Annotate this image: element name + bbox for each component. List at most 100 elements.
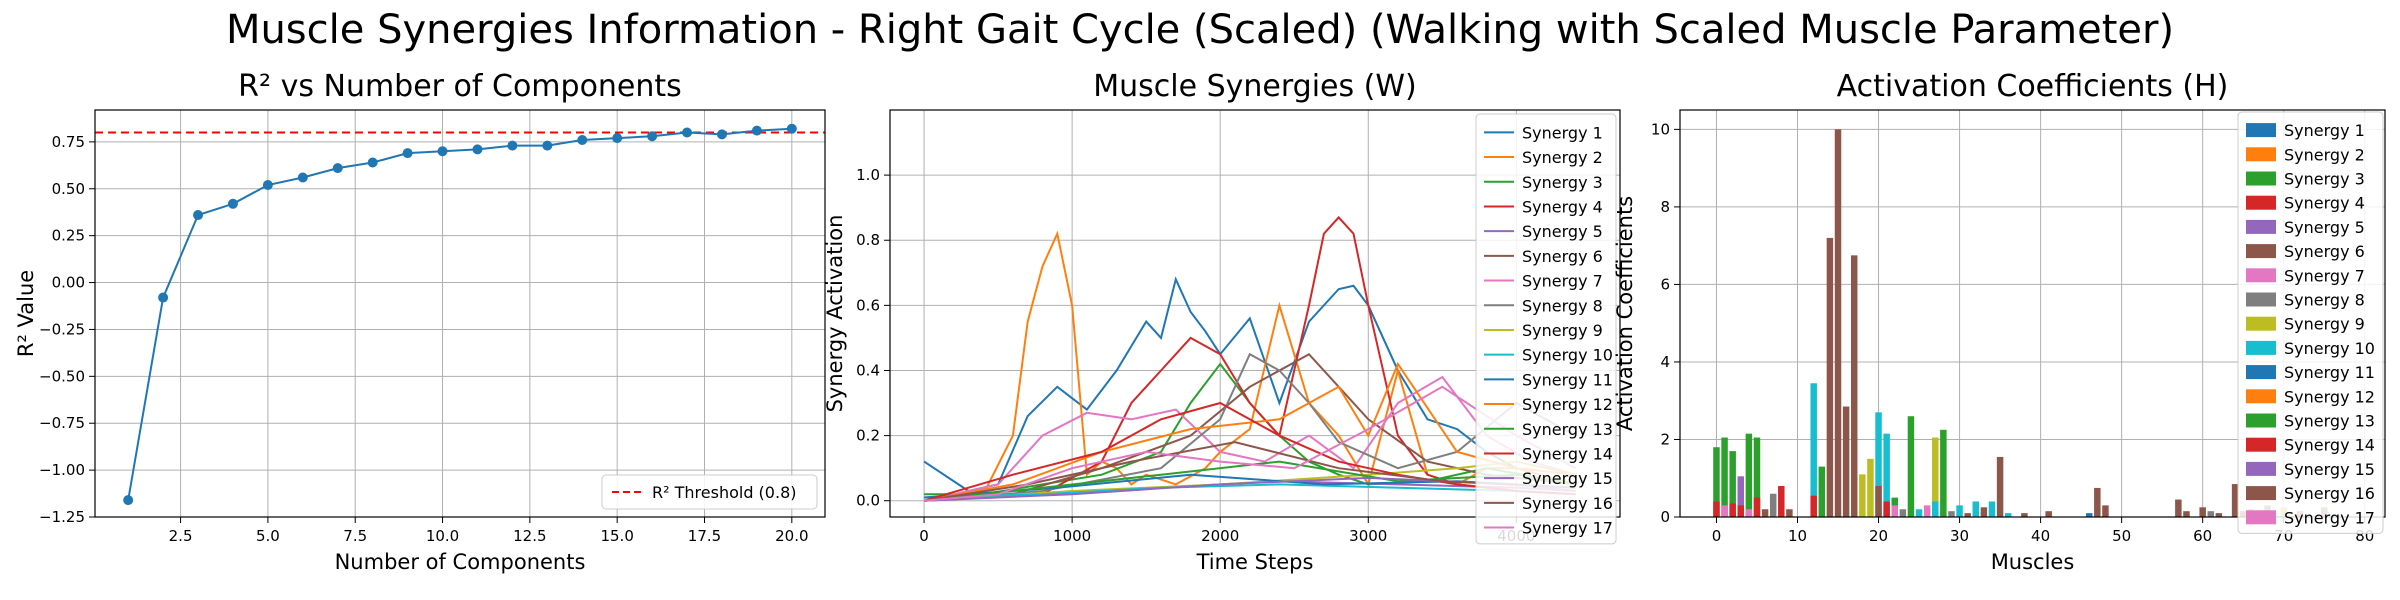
- legend-swatch: [2246, 171, 2276, 186]
- bar-muscle-4-synergy-7: [1745, 509, 1753, 517]
- bar-muscle-17-synergy-6: [1850, 255, 1858, 517]
- x-tick-label: 0: [1712, 527, 1722, 545]
- x-tick-label: 3000: [1349, 527, 1387, 545]
- legend-label: Synergy 12: [1522, 395, 1613, 414]
- axes-title: R² vs Number of Components: [238, 69, 682, 104]
- legend-box: [2237, 111, 2384, 534]
- bar-muscle-20-synergy-6: [1875, 485, 1882, 517]
- plot-frame: [1679, 109, 2386, 518]
- figure-title: Muscle Synergies Information - Right Gai…: [225, 7, 2175, 53]
- y-tick-label: −0.50: [39, 367, 85, 385]
- bar-muscle-24-synergy-3: [1907, 416, 1915, 517]
- data-point: [472, 144, 483, 155]
- y-tick-label: 10: [1651, 120, 1670, 138]
- plot-frame: [94, 109, 826, 518]
- legend-swatch: [2246, 413, 2276, 428]
- x-tick-label: 2000: [1201, 527, 1239, 545]
- bar-muscle-60-synergy-6: [2199, 507, 2206, 517]
- legend-label: Synergy 4: [2284, 194, 2365, 213]
- legend-label: Synergy 14: [1522, 444, 1613, 463]
- bars-group: [1713, 129, 2328, 517]
- legend-label: Synergy 8: [1522, 296, 1603, 315]
- bar-muscle-15-synergy-6: [1834, 129, 1842, 517]
- legend-label: Synergy 15: [2284, 460, 2375, 479]
- legend-label: Synergy 9: [2284, 315, 2365, 334]
- legend-label: Synergy 1: [2284, 121, 2365, 140]
- legend-swatch: [2246, 437, 2276, 452]
- legend: Synergy 1 Synergy 2 Synergy 3 Synergy 4 Syne…: [1475, 113, 1617, 545]
- data-point: [332, 163, 343, 174]
- bar-muscle-58-synergy-6: [2183, 511, 2190, 517]
- bar-muscle-23-synergy-8: [1899, 509, 1907, 517]
- axes-2: 010002000300040000.00.20.40.60.81.0Muscl…: [823, 69, 1621, 574]
- bar-muscle-62-synergy-6: [2215, 513, 2223, 517]
- x-tick-label: 30: [1950, 527, 1969, 545]
- y-axis-label: R² Value: [14, 270, 38, 357]
- bar-muscle-5-synergy-3: [1753, 437, 1761, 517]
- x-axis-label: Muscles: [1991, 550, 2075, 574]
- x-tick-label: 7.5: [343, 527, 367, 545]
- legend-label: Synergy 9: [1522, 321, 1603, 340]
- bar-muscle-3-synergy-4: [1737, 505, 1745, 517]
- bar-muscle-2-synergy-4: [1729, 503, 1736, 517]
- legend-swatch: [2246, 461, 2276, 476]
- series-line-synergy-7: [923, 375, 1576, 502]
- bar-muscle-14-synergy-6: [1826, 237, 1834, 517]
- x-axis-label: Number of Components: [335, 550, 586, 574]
- legend-label: Synergy 7: [1522, 272, 1603, 291]
- bar-muscle-7-synergy-8: [1769, 493, 1777, 517]
- x-tick-label: 10: [1788, 527, 1807, 545]
- bar-muscle-18-synergy-9: [1859, 474, 1866, 517]
- bar-muscle-20-synergy-10: [1875, 412, 1882, 517]
- legend-label: Synergy 3: [2284, 170, 2365, 189]
- bar-muscle-8-synergy-4: [1778, 485, 1785, 517]
- bar-muscle-25-synergy-10: [1915, 509, 1923, 517]
- legend-label: R² Threshold (0.8): [652, 483, 796, 502]
- x-tick-label: 20: [1869, 527, 1888, 545]
- legend-swatch: [2246, 147, 2276, 162]
- y-tick-label: 0.4: [856, 361, 880, 379]
- bar-muscle-48-synergy-6: [2102, 505, 2109, 517]
- legend-label: Synergy 17: [1522, 519, 1613, 538]
- x-tick-label: 40: [2031, 527, 2050, 545]
- data-point: [751, 125, 762, 136]
- data-point: [542, 140, 553, 151]
- bar-muscle-27-synergy-10: [1932, 501, 1939, 517]
- legend-label: Synergy 17: [2284, 508, 2375, 527]
- series-line-synergy-4: [924, 215, 1576, 502]
- bar-muscle-16-synergy-6: [1842, 406, 1850, 517]
- legend-swatch: [2246, 316, 2276, 331]
- x-tick-label: 15.0: [600, 527, 633, 545]
- legend: Synergy 1 Synergy 2 Synergy 3 Synergy 4 Syne…: [2237, 111, 2384, 534]
- bar-muscle-9-synergy-6: [1786, 509, 1793, 517]
- series-line-synergy-8: [924, 352, 1577, 502]
- bar-muscle-3-synergy-5: [1737, 476, 1745, 517]
- bar-muscle-41-synergy-6: [2045, 511, 2052, 517]
- bar-muscle-21-synergy-4: [1883, 501, 1890, 517]
- y-tick-label: −0.75: [39, 414, 85, 432]
- legend-swatch: [2246, 244, 2276, 259]
- series-line-r2: [127, 127, 792, 501]
- legend-label: Synergy 11: [2284, 363, 2375, 382]
- axes-title: Activation Coefficients (H): [1837, 69, 2229, 104]
- bar-muscle-4-synergy-3: [1745, 433, 1753, 517]
- bar-muscle-57-synergy-6: [2175, 499, 2182, 517]
- y-tick-label: −0.25: [39, 320, 85, 338]
- x-tick-label: 50: [2112, 527, 2131, 545]
- data-point: [437, 146, 448, 157]
- y-tick-label: 0.50: [52, 180, 85, 198]
- bar-muscle-32-synergy-10: [1972, 501, 1980, 517]
- y-tick-label: 0.0: [856, 492, 880, 510]
- legend-label: Synergy 3: [1522, 173, 1603, 192]
- bar-muscle-35-synergy-6: [1996, 456, 2004, 517]
- data-point: [123, 495, 134, 506]
- y-axis-label: Activation Coefficients: [1613, 196, 1637, 431]
- legend-swatch: [2246, 510, 2276, 525]
- data-point: [158, 292, 169, 303]
- y-tick-label: 8: [1660, 198, 1670, 216]
- data-point: [262, 180, 273, 191]
- data-point: [402, 148, 413, 159]
- bar-muscle-27-synergy-9: [1932, 437, 1939, 517]
- legend-label: Synergy 5: [1522, 222, 1603, 241]
- legend-label: Synergy 10: [1522, 346, 1613, 365]
